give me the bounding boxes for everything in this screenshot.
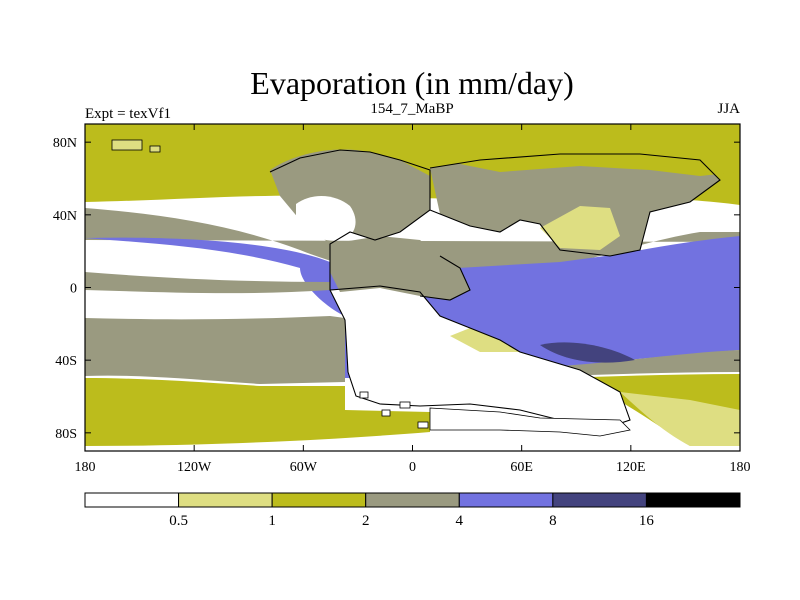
island — [149, 145, 161, 153]
land-antarctic-fringe — [620, 392, 740, 446]
land-gondwana-fringe — [450, 328, 520, 352]
season-label: JJA — [717, 101, 740, 117]
colorbar-swatch — [84, 492, 180, 508]
land-eurasia-north-fringe — [440, 136, 738, 176]
coastline — [269, 149, 721, 431]
evaporation-map — [85, 124, 740, 451]
island — [399, 401, 411, 409]
x-axis: 180 120W 60W 0 60E 120E 180 — [75, 124, 751, 475]
colorbar: 0.5 1 2 4 8 16 — [84, 492, 741, 529]
colorbar-level-label: 0.5 — [169, 513, 188, 529]
colorbar-level-label: 16 — [639, 513, 655, 529]
y-tick-label: 40N — [53, 209, 77, 224]
colorbar-swatch — [552, 492, 647, 508]
colorbar-level-label: 1 — [268, 513, 276, 529]
colorbar-swatch — [271, 492, 367, 508]
island — [417, 421, 429, 429]
colorbar-swatch — [645, 492, 741, 508]
island — [359, 391, 369, 399]
ocean-tropics-stripe — [85, 272, 330, 294]
chart-title: Evaporation (in mm/day) — [250, 65, 573, 101]
period-label: 154_7_MaBP — [370, 101, 453, 117]
y-tick-label: 0 — [70, 282, 77, 297]
x-tick-label: 60E — [510, 460, 533, 475]
indian-ocean-max — [540, 342, 635, 363]
colorbar-swatch — [365, 492, 460, 508]
land-north-america-arid — [296, 195, 356, 241]
experiment-label: Expt = texVf1 — [85, 106, 171, 122]
ocean-south-mid-band — [85, 316, 345, 384]
antarctic-coast — [429, 407, 631, 437]
island — [111, 139, 143, 151]
colorbar-level-label: 2 — [362, 513, 370, 529]
y-tick-label: 80N — [53, 136, 77, 151]
ocean-south-mid-band-east — [560, 350, 740, 376]
x-tick-label: 0 — [409, 460, 416, 475]
land-gondwana-dry — [330, 286, 630, 430]
island — [381, 409, 391, 417]
ocean-south-high-band — [85, 378, 430, 446]
ocean-north-mid-band — [85, 208, 740, 272]
colorbar-swatch — [178, 492, 273, 508]
x-tick-label: 60W — [290, 460, 318, 475]
land-central-tropics — [330, 236, 470, 300]
land-eurasia-arid — [540, 206, 620, 250]
colorbar-level-label: 8 — [549, 513, 557, 529]
x-tick-label: 180 — [730, 460, 751, 475]
y-tick-label: 80S — [55, 427, 77, 442]
x-tick-label: 180 — [75, 460, 96, 475]
y-tick-label: 40S — [55, 354, 77, 369]
colorbar-swatch — [458, 492, 554, 508]
x-tick-label: 120E — [616, 460, 646, 475]
x-tick-label: 120W — [177, 460, 212, 475]
y-axis: 80N 40N 0 40S 80S — [53, 136, 740, 442]
colorbar-level-label: 4 — [456, 513, 464, 529]
